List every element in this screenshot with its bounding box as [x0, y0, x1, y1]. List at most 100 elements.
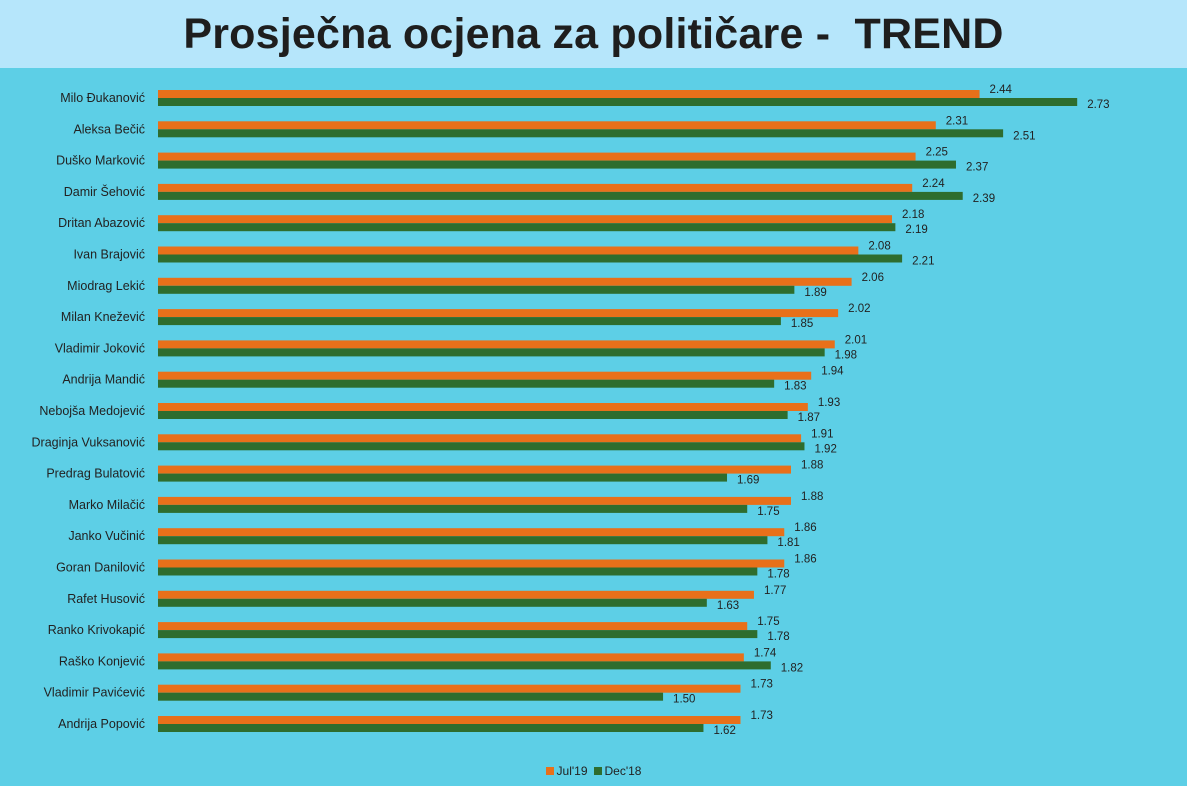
bar-dec18-4	[158, 223, 896, 232]
bar-jul19-10	[158, 403, 808, 411]
data-label-jul19-6: 2.06	[862, 272, 884, 284]
category-label-20: Andrija Popović	[58, 717, 145, 731]
legend-swatch-dec18	[593, 767, 602, 775]
bar-jul19-20	[158, 716, 741, 724]
category-label-17: Ranko Krivokapić	[48, 623, 145, 637]
data-label-jul19-10: 1.93	[818, 397, 840, 409]
bar-dec18-10	[158, 411, 788, 419]
category-label-8: Vladimir Joković	[55, 341, 145, 355]
bar-dec18-14	[158, 536, 768, 545]
bar-dec18-17	[158, 630, 758, 639]
data-label-dec18-20: 1.62	[713, 725, 735, 737]
bar-jul19-15	[158, 559, 785, 568]
data-label-dec18-9: 1.83	[784, 381, 806, 393]
data-label-dec18-1: 2.51	[1013, 130, 1035, 142]
data-label-jul19-14: 1.86	[794, 522, 816, 534]
data-label-dec18-6: 1.89	[804, 287, 826, 299]
bar-jul19-0	[158, 90, 980, 98]
category-label-3: Damir Šehović	[64, 184, 145, 199]
data-label-dec18-15: 1.78	[767, 569, 789, 581]
data-label-dec18-4: 2.19	[905, 224, 927, 236]
bar-jul19-18	[158, 653, 744, 662]
bar-jul19-16	[158, 590, 754, 599]
data-label-dec18-18: 1.82	[781, 662, 803, 674]
legend: Jul'19 Dec'18	[0, 764, 1187, 778]
bar-jul19-2	[158, 152, 916, 161]
bar-jul19-13	[158, 496, 791, 505]
bar-jul19-9	[158, 371, 812, 380]
data-label-jul19-1: 2.31	[946, 115, 968, 127]
legend-swatch-jul19	[545, 767, 554, 775]
bar-dec18-12	[158, 473, 728, 482]
category-label-18: Raško Konjević	[59, 654, 145, 668]
bar-jul19-4	[158, 215, 893, 224]
bar-dec18-9	[158, 379, 775, 388]
category-label-0: Milo Đukanović	[60, 91, 145, 105]
category-label-2: Duško Marković	[56, 154, 145, 168]
data-label-dec18-16: 1.63	[717, 600, 739, 612]
bar-dec18-11	[158, 442, 805, 451]
bar-dec18-3	[158, 191, 963, 200]
bar-dec18-0	[158, 98, 1078, 106]
data-label-dec18-2: 2.37	[966, 162, 988, 174]
category-label-11: Draginja Vuksanović	[32, 435, 145, 449]
bar-dec18-13	[158, 504, 748, 513]
data-label-jul19-2: 2.25	[926, 147, 948, 159]
data-label-jul19-18: 1.74	[754, 647, 777, 659]
bar-dec18-20	[158, 724, 704, 732]
category-label-9: Andrija Mandić	[62, 373, 145, 387]
category-label-6: Miodrag Lekić	[67, 279, 145, 293]
bar-dec18-5	[158, 254, 903, 263]
data-label-jul19-8: 2.01	[845, 334, 867, 346]
data-label-jul19-4: 2.18	[902, 209, 924, 221]
category-label-10: Nebojša Medojević	[39, 404, 145, 418]
bar-dec18-15	[158, 567, 758, 576]
bar-dec18-2	[158, 160, 956, 169]
legend-label-dec18: Dec'18	[604, 764, 642, 778]
category-label-14: Janko Vučinić	[68, 529, 145, 543]
data-label-jul19-3: 2.24	[922, 178, 945, 190]
data-label-dec18-12: 1.69	[737, 475, 759, 487]
bar-jul19-14	[158, 528, 785, 537]
data-label-jul19-20: 1.73	[750, 710, 772, 722]
category-label-7: Milan Knežević	[61, 310, 145, 324]
data-label-dec18-8: 1.98	[835, 349, 857, 361]
data-label-dec18-14: 1.81	[777, 537, 799, 549]
data-label-dec18-5: 2.21	[912, 256, 934, 268]
category-label-4: Dritan Abazović	[58, 216, 145, 230]
data-label-dec18-3: 2.39	[973, 193, 995, 205]
category-label-1: Aleksa Bečić	[73, 122, 145, 136]
bar-jul19-11	[158, 434, 802, 443]
legend-item-jul19: Jul'19	[545, 764, 588, 778]
legend-label-jul19: Jul'19	[556, 764, 588, 778]
data-label-dec18-19: 1.50	[673, 694, 695, 706]
chart-title: Prosječna ocjena za političare - TREND	[183, 9, 1004, 58]
data-label-dec18-7: 1.85	[791, 318, 813, 330]
data-label-jul19-11: 1.91	[811, 428, 833, 440]
bar-jul19-7	[158, 309, 839, 318]
bar-dec18-1	[158, 129, 1004, 138]
data-label-jul19-15: 1.86	[794, 554, 816, 566]
data-label-dec18-11: 1.92	[814, 443, 836, 455]
bar-jul19-19	[158, 684, 741, 693]
category-label-12: Predrag Bulatović	[46, 467, 145, 481]
data-label-jul19-7: 2.02	[848, 303, 870, 315]
data-label-jul19-17: 1.75	[757, 616, 779, 628]
data-label-dec18-13: 1.75	[757, 506, 779, 518]
bar-jul19-1	[158, 121, 936, 130]
bar-jul19-6	[158, 277, 852, 286]
data-label-jul19-0: 2.44	[990, 84, 1013, 96]
category-label-16: Rafet Husović	[67, 592, 145, 606]
category-label-13: Marko Milačić	[69, 498, 145, 512]
data-label-jul19-9: 1.94	[821, 366, 844, 378]
category-label-5: Ivan Brajović	[73, 248, 145, 262]
bar-jul19-5	[158, 246, 859, 255]
bar-dec18-7	[158, 317, 781, 326]
data-label-jul19-13: 1.88	[801, 491, 823, 503]
data-label-dec18-17: 1.78	[767, 631, 789, 643]
bar-dec18-18	[158, 661, 771, 670]
bar-dec18-19	[158, 692, 664, 701]
bar-jul19-12	[158, 465, 791, 474]
bar-chart: Milo Đukanović 2.44 2.73 Aleksa Bečić 2.31 2.…	[32, 84, 1110, 737]
bar-jul19-8	[158, 340, 835, 349]
